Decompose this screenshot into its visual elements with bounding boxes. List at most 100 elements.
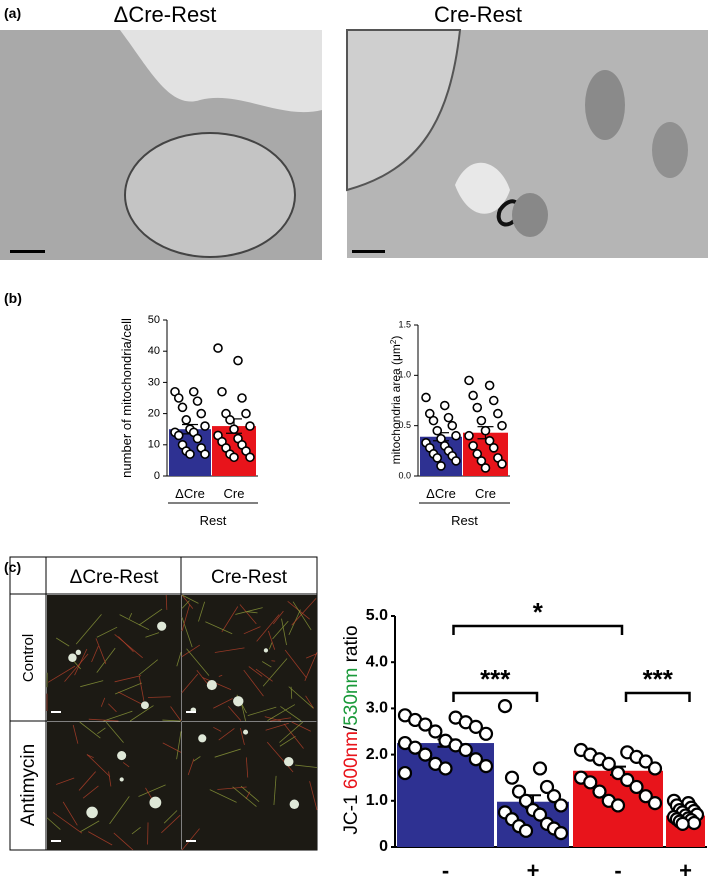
neurite: [291, 721, 311, 732]
data-point: [592, 784, 607, 799]
neurite: [235, 607, 263, 615]
y-tick-label: 0.0: [398, 470, 411, 480]
neurite: [80, 680, 104, 688]
neurite: [163, 810, 178, 824]
neurite: [245, 757, 249, 778]
data-point: [488, 443, 499, 453]
y-tick-label: 4.0: [366, 653, 388, 670]
data-point: [217, 386, 227, 397]
y-tick-label: 20: [148, 408, 160, 420]
data-point: [173, 393, 184, 403]
data-point: [397, 765, 413, 781]
data-point: [196, 408, 207, 419]
neurite: [52, 812, 83, 834]
x-tick-label: -: [442, 858, 449, 882]
neurite: [181, 617, 193, 648]
neurite: [162, 719, 182, 722]
y-axis-label-part: 530nm: [341, 668, 362, 726]
data-point: [553, 826, 569, 841]
y-tick-label: 2.0: [366, 746, 388, 763]
neurite: [256, 614, 280, 642]
y-tick-label: 0: [379, 838, 388, 855]
data-point: [418, 717, 433, 732]
neurite: [227, 705, 242, 721]
data-point: [173, 430, 184, 441]
neurite: [114, 682, 143, 695]
data-point: [476, 456, 487, 466]
neurite: [198, 601, 206, 622]
neurite: [181, 604, 191, 632]
neurite: [213, 698, 233, 709]
data-point: [488, 395, 499, 406]
neurite: [138, 784, 166, 797]
neurite: [138, 608, 163, 626]
row-header: Antimycin: [18, 744, 39, 826]
cell-body: [75, 649, 81, 656]
neurite: [288, 686, 314, 709]
neurite: [114, 634, 143, 659]
significance-label: ***: [480, 664, 511, 694]
data-point: [472, 402, 483, 413]
panel-label: (a): [4, 5, 21, 21]
neurite: [161, 814, 181, 834]
neurite: [214, 748, 241, 758]
neurite: [279, 721, 304, 743]
neurite: [268, 630, 276, 650]
neurite: [56, 777, 75, 785]
fluorescence-images: [46, 594, 318, 851]
neurite: [62, 801, 78, 826]
cell-body: [198, 734, 207, 743]
y-axis-label-part: ratio: [341, 625, 362, 667]
em-image: [346, 29, 708, 258]
y-tick-label: 1.0: [398, 370, 411, 380]
neurite: [147, 696, 171, 698]
neurite: [96, 647, 116, 673]
neurite: [181, 644, 201, 657]
data-point: [436, 461, 446, 471]
neurite: [295, 764, 318, 768]
neurite: [187, 758, 195, 776]
data-point: [583, 775, 598, 790]
neurite: [108, 703, 117, 713]
data-point: [472, 449, 483, 459]
neurite: [202, 677, 232, 690]
group-label: Rest: [200, 513, 227, 528]
fluorescence-image: [47, 722, 181, 850]
cell-body: [141, 701, 149, 710]
data-point: [451, 456, 461, 466]
neurite: [113, 832, 134, 851]
image-title: Cre-Rest: [434, 2, 522, 27]
y-axis-label-part: JC-1: [341, 789, 362, 834]
neurite: [100, 697, 106, 707]
neurite: [91, 645, 99, 663]
neurite: [304, 652, 318, 681]
data-point: [687, 815, 702, 831]
neurite: [305, 653, 318, 659]
neurite: [284, 649, 307, 679]
neurite: [273, 775, 277, 806]
neurite: [280, 706, 302, 722]
column-header: ΔCre-Rest: [70, 567, 159, 588]
neurite: [64, 653, 89, 682]
y-axis-label: JC-1 600nm/530nm ratio: [341, 625, 362, 834]
neurite: [283, 723, 304, 749]
data-point: [620, 772, 635, 788]
cell-body: [86, 806, 98, 819]
x-tick-label: ΔCre: [175, 486, 205, 501]
neurite: [72, 724, 79, 744]
neurite: [209, 789, 237, 803]
neurite: [114, 675, 142, 683]
data-point: [418, 747, 433, 762]
neurite: [128, 613, 133, 619]
data-point: [225, 415, 235, 425]
neurite: [267, 704, 296, 721]
scale-bar: [51, 840, 61, 842]
neurite: [240, 785, 260, 802]
neurite: [79, 721, 101, 739]
data-point: [518, 823, 534, 838]
data-point: [233, 355, 243, 366]
x-tick-label: -: [614, 858, 621, 882]
neurite: [97, 727, 106, 735]
scale-bar: [186, 711, 196, 713]
